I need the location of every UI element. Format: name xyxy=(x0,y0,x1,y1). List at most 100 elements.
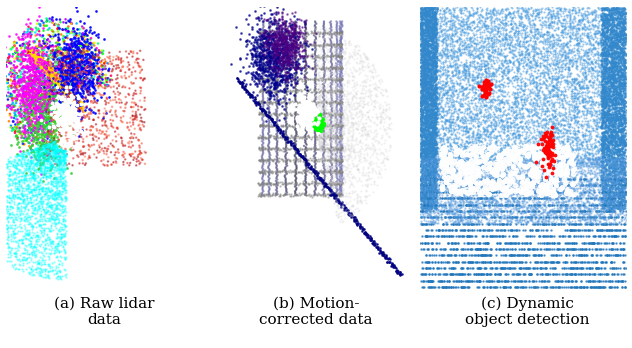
Point xyxy=(335,136,345,142)
Point xyxy=(27,222,37,228)
Point xyxy=(332,77,343,82)
Point xyxy=(427,11,437,17)
Point xyxy=(558,272,568,277)
Point xyxy=(37,59,47,65)
Point xyxy=(606,150,616,156)
Point xyxy=(423,57,433,62)
Point xyxy=(337,65,347,71)
Point xyxy=(44,120,54,126)
Point xyxy=(468,104,478,109)
Point xyxy=(16,216,27,222)
Point xyxy=(482,152,492,158)
Point xyxy=(554,155,564,160)
Point xyxy=(362,187,372,192)
Point xyxy=(599,192,609,198)
Point xyxy=(420,58,430,63)
Point xyxy=(300,99,310,104)
Point xyxy=(117,119,127,125)
Point xyxy=(332,112,342,118)
Point xyxy=(519,160,529,165)
Point xyxy=(332,77,342,82)
Point xyxy=(270,53,280,59)
Point xyxy=(420,50,430,56)
Point xyxy=(3,55,13,61)
Point xyxy=(331,157,341,163)
Point xyxy=(255,63,265,68)
Point xyxy=(54,188,64,193)
Point xyxy=(309,173,319,179)
Point xyxy=(281,26,291,32)
Point xyxy=(16,44,27,49)
Point xyxy=(595,185,605,190)
Point xyxy=(356,134,366,139)
Point xyxy=(51,265,61,270)
Point xyxy=(254,192,264,197)
Point xyxy=(565,7,575,13)
Point xyxy=(618,246,628,252)
Point xyxy=(599,189,609,195)
Point xyxy=(471,212,482,217)
Point xyxy=(487,174,497,180)
Point xyxy=(430,259,440,264)
Point xyxy=(525,227,535,233)
Point xyxy=(55,82,65,88)
Point xyxy=(46,69,56,74)
Point xyxy=(616,196,626,201)
Point xyxy=(423,8,434,13)
Point xyxy=(454,147,464,153)
Point xyxy=(418,151,428,156)
Point xyxy=(507,164,518,169)
Point xyxy=(607,138,617,144)
Point xyxy=(291,41,301,46)
Point xyxy=(599,284,609,290)
Point xyxy=(72,58,82,64)
Point xyxy=(581,246,591,252)
Point xyxy=(427,185,437,191)
Point xyxy=(473,159,483,165)
Point xyxy=(292,29,302,34)
Point xyxy=(574,85,585,90)
Point xyxy=(500,93,510,98)
Point xyxy=(18,262,28,268)
Point xyxy=(319,69,329,75)
Point xyxy=(46,67,56,73)
Point xyxy=(573,30,583,35)
Point xyxy=(425,31,435,37)
Point xyxy=(561,206,571,212)
Point xyxy=(506,166,516,171)
Point xyxy=(120,85,130,90)
Point xyxy=(600,57,610,62)
Point xyxy=(574,234,585,239)
Point xyxy=(53,153,63,159)
Point xyxy=(48,109,58,114)
Point xyxy=(56,173,66,178)
Point xyxy=(465,169,475,174)
Point xyxy=(614,193,624,198)
Point xyxy=(537,15,547,21)
Point xyxy=(543,146,553,152)
Point xyxy=(272,42,282,48)
Point xyxy=(294,30,304,35)
Point xyxy=(423,168,433,174)
Point xyxy=(572,145,582,150)
Point xyxy=(67,70,77,75)
Point xyxy=(589,234,599,239)
Point xyxy=(78,55,88,61)
Point xyxy=(137,157,147,163)
Point xyxy=(264,90,274,96)
Point xyxy=(430,129,440,135)
Point xyxy=(46,223,56,229)
Point xyxy=(549,92,559,98)
Point xyxy=(421,176,431,182)
Point xyxy=(419,66,429,72)
Point xyxy=(34,187,44,192)
Point xyxy=(463,175,473,181)
Point xyxy=(486,73,496,79)
Point xyxy=(268,181,278,187)
Point xyxy=(483,61,493,67)
Point xyxy=(560,181,570,186)
Point xyxy=(606,139,616,144)
Point xyxy=(428,141,438,146)
Point xyxy=(569,211,579,216)
Point xyxy=(310,124,320,129)
